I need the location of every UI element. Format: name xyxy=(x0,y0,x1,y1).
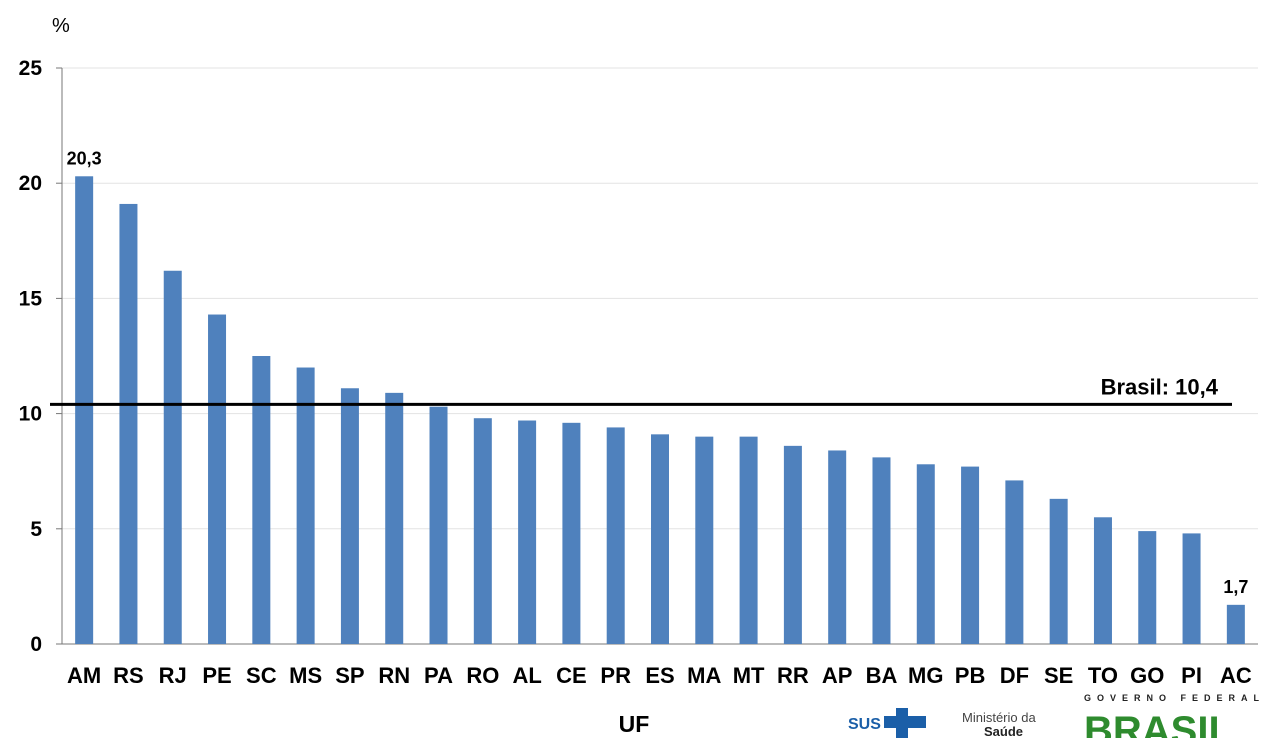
x-tick-label: AM xyxy=(67,663,101,688)
y-tick-label: 25 xyxy=(19,57,43,80)
bar-sp xyxy=(340,388,359,644)
ministerio-line1: Ministério da xyxy=(962,710,1036,725)
y-axis-unit-label: % xyxy=(52,15,70,37)
x-tick-label: MA xyxy=(687,663,721,688)
reference-line-label: Brasil: 10,4 xyxy=(1101,374,1219,399)
bar-rn xyxy=(385,392,404,644)
x-tick-label: AC xyxy=(1220,663,1252,688)
x-tick-label: PI xyxy=(1181,663,1202,688)
bar-am xyxy=(75,176,94,644)
bar-sc xyxy=(252,356,271,644)
bar-ac xyxy=(1226,604,1245,644)
bar-pe xyxy=(208,314,227,644)
bar-ce xyxy=(562,422,581,644)
x-tick-label: MG xyxy=(908,663,943,688)
sus-cross-icon xyxy=(884,708,926,738)
x-tick-label: SE xyxy=(1044,663,1073,688)
bars xyxy=(75,176,1245,644)
x-tick-label: AL xyxy=(512,663,541,688)
bar-pa xyxy=(429,406,448,644)
brasil-logo-text: BRASIL xyxy=(1084,709,1233,738)
brasil-logo-icon: BRASIL xyxy=(1084,709,1233,738)
bar-ro xyxy=(473,418,492,644)
x-tick-label: MT xyxy=(733,663,765,688)
footer-logos: SUS Ministério da Saúde GOVERNO FEDERAL … xyxy=(848,693,1264,738)
data-label: 20,3 xyxy=(67,148,102,168)
bar-df xyxy=(1005,480,1024,644)
x-tick-label: ES xyxy=(645,663,674,688)
x-tick-label: RO xyxy=(466,663,499,688)
y-tick-label: 20 xyxy=(19,172,42,195)
bar-go xyxy=(1138,531,1157,644)
bar-mg xyxy=(916,464,935,644)
x-tick-label: RJ xyxy=(159,663,187,688)
bar-rr xyxy=(783,445,802,644)
x-tick-label: PE xyxy=(202,663,231,688)
x-tick-label: PR xyxy=(600,663,631,688)
bar-ms xyxy=(296,367,315,644)
sus-logo-text: SUS xyxy=(848,716,881,733)
x-tick-label: MS xyxy=(289,663,322,688)
data-label: 1,7 xyxy=(1223,577,1248,597)
bar-mt xyxy=(739,436,758,644)
x-tick-label: SP xyxy=(335,663,364,688)
x-tick-label: RN xyxy=(378,663,410,688)
x-tick-label: AP xyxy=(822,663,853,688)
bar-ba xyxy=(872,457,891,644)
governo-federal-text: GOVERNO FEDERAL xyxy=(1084,693,1264,703)
x-tick-label: TO xyxy=(1088,663,1118,688)
y-tick-label: 0 xyxy=(30,633,42,656)
x-tick-label: DF xyxy=(1000,663,1029,688)
bar-ap xyxy=(828,450,847,644)
bar-rj xyxy=(163,270,182,644)
bar-es xyxy=(651,434,669,644)
x-tick-label: PB xyxy=(955,663,986,688)
bar-pi xyxy=(1182,533,1201,644)
labels: 0 5 10 15 20 25% AM RS RJ PE SC MS SP RN PA RO AL CE PR ES M… xyxy=(19,15,1252,737)
x-tick-label: RR xyxy=(777,663,809,688)
y-tick-label: 15 xyxy=(19,287,43,310)
x-tick-label: CE xyxy=(556,663,587,688)
bar-pb xyxy=(961,466,980,644)
x-tick-label: PA xyxy=(424,663,453,688)
y-tick-label: 10 xyxy=(19,403,42,426)
bar-se xyxy=(1049,498,1068,644)
bar-al xyxy=(518,420,537,644)
x-tick-label: BA xyxy=(866,663,898,688)
x-axis-title: UF xyxy=(619,711,650,737)
bar-to xyxy=(1093,517,1112,644)
bar-pr xyxy=(606,427,625,644)
bar-rs xyxy=(119,203,138,644)
x-tick-label: SC xyxy=(246,663,277,688)
bar-ma xyxy=(695,436,714,644)
y-tick-label: 5 xyxy=(30,518,42,541)
ministerio-line2: Saúde xyxy=(984,724,1023,738)
x-tick-label: RS xyxy=(113,663,144,688)
x-tick-label: GO xyxy=(1130,663,1164,688)
